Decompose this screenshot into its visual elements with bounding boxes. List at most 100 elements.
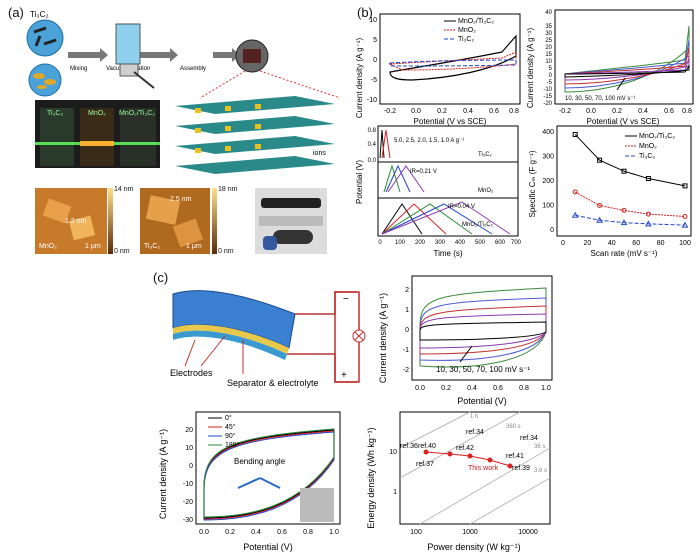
svg-text:-0.2: -0.2 bbox=[384, 108, 396, 115]
y-tick-label: 200 bbox=[542, 178, 554, 185]
svg-text:0.0: 0.0 bbox=[586, 108, 596, 115]
plot-frame bbox=[411, 275, 553, 381]
svg-text:0.8: 0.8 bbox=[519, 385, 529, 392]
cv-rates-plot: Current density (A g⁻¹) 40 35 30 25 20 1… bbox=[526, 9, 694, 126]
svg-text:-10: -10 bbox=[183, 481, 193, 488]
svg-text:0.8: 0.8 bbox=[682, 108, 692, 115]
gcd-plot: Potential (V) 0.8 0.4 0.0 5.0, 2.5, 2.0,… bbox=[355, 125, 522, 258]
svg-text:0.4: 0.4 bbox=[463, 108, 473, 115]
legend-label: MnO₂/Ti₃C₂ bbox=[639, 133, 675, 140]
svg-text:1 h: 1 h bbox=[470, 414, 478, 420]
svg-text:-2: -2 bbox=[403, 367, 409, 374]
panel-a-letter: (a) bbox=[8, 5, 24, 20]
device-cv-ylabel: Current density (A g⁻¹) bbox=[378, 293, 388, 383]
data-point bbox=[682, 183, 688, 189]
svg-text:36 s: 36 s bbox=[534, 444, 545, 450]
minus-terminal: − bbox=[343, 294, 349, 305]
svg-text:100: 100 bbox=[410, 529, 422, 536]
legend-label: Ti₃C₂ bbox=[639, 153, 655, 160]
series-line bbox=[574, 191, 686, 218]
svg-text:ref.41: ref.41 bbox=[506, 453, 524, 460]
svg-text:0.6: 0.6 bbox=[277, 529, 287, 536]
ions-label: ions bbox=[313, 150, 326, 157]
svg-text:-5: -5 bbox=[547, 80, 553, 86]
svg-text:-15: -15 bbox=[543, 94, 552, 100]
bending-xlabel: Potential (V) bbox=[243, 542, 293, 552]
cv-curve-ti3c2 bbox=[389, 59, 517, 67]
svg-text:400: 400 bbox=[455, 240, 466, 246]
svg-text:0.8: 0.8 bbox=[303, 529, 313, 536]
gcd-xlabel: Time (s) bbox=[433, 249, 462, 258]
plot-frame bbox=[556, 125, 692, 237]
svg-text:MnO₂/Ti₃C₂: MnO₂/Ti₃C₂ bbox=[462, 222, 494, 228]
svg-text:0: 0 bbox=[378, 240, 382, 246]
svg-text:-20: -20 bbox=[543, 101, 552, 107]
capacitance-ylabel: Specific Cₘ (F g⁻¹) bbox=[528, 150, 537, 217]
svg-text:0.4: 0.4 bbox=[368, 142, 377, 148]
ragone-ylabel: Energy density (Wh kg⁻¹) bbox=[366, 427, 376, 528]
step-mixing: Mixing bbox=[70, 66, 87, 72]
svg-text:10: 10 bbox=[545, 59, 552, 65]
svg-text:-1: -1 bbox=[403, 347, 409, 354]
svg-text:180°: 180° bbox=[225, 441, 240, 449]
afm-ti3c2-image: 2.5 nm Ti₃C₂ 1 μm bbox=[140, 188, 210, 254]
svg-text:360 s: 360 s bbox=[506, 424, 521, 430]
svg-text:0: 0 bbox=[405, 327, 409, 334]
data-point bbox=[621, 207, 627, 213]
svg-text:200: 200 bbox=[415, 240, 426, 246]
cv-rates-ylabel: Current density (A g⁻¹) bbox=[526, 28, 535, 109]
ir-label: IR=0.21 V bbox=[410, 169, 437, 175]
data-point bbox=[571, 211, 579, 218]
cv-curve-mno2-ti3c2 bbox=[389, 34, 517, 81]
bending-photo bbox=[300, 488, 334, 522]
y-tick-label: 400 bbox=[542, 129, 554, 136]
svg-text:0.2: 0.2 bbox=[612, 108, 622, 115]
svg-text:5: 5 bbox=[373, 37, 377, 44]
svg-text:-10: -10 bbox=[367, 97, 377, 104]
svg-text:1.0: 1.0 bbox=[329, 529, 339, 536]
svg-text:0.8: 0.8 bbox=[368, 128, 377, 134]
svg-text:ref.36: ref.36 bbox=[400, 443, 418, 450]
svg-text:35: 35 bbox=[545, 24, 552, 30]
ragone-xlabel: Power density (W kg⁻¹) bbox=[427, 542, 520, 552]
y-tick-label: 100 bbox=[542, 203, 554, 210]
data-point bbox=[645, 220, 652, 227]
plot-frame bbox=[195, 411, 341, 525]
gcd-rates: 5.0, 2.5, 2.0, 1.5, 1.0 A g⁻¹ bbox=[394, 138, 464, 144]
svg-text:ref.42: ref.42 bbox=[456, 445, 474, 452]
svg-text:20: 20 bbox=[545, 45, 552, 51]
series-line bbox=[575, 214, 686, 226]
data-point bbox=[681, 221, 689, 228]
device-schematic: − + Electrodes Separator & electrolyte bbox=[170, 290, 366, 388]
x-tick-label: 100 bbox=[679, 240, 691, 247]
ir-label: IR=0.04 V bbox=[448, 204, 475, 210]
svg-text:0.0: 0.0 bbox=[199, 529, 209, 536]
svg-text:MnO₂: MnO₂ bbox=[478, 188, 494, 194]
x-tick-label: 40 bbox=[608, 240, 616, 247]
device-cv-rates-plot: Current density (A g⁻¹) 2 1 0 -1 -2 10, … bbox=[378, 275, 553, 406]
cv-compare-ylabel: Current density (A g⁻¹) bbox=[355, 38, 364, 119]
svg-text:0.6: 0.6 bbox=[664, 108, 674, 115]
svg-text:0.4: 0.4 bbox=[251, 529, 261, 536]
vial-label-1: Ti₃C₂ bbox=[47, 110, 64, 117]
y-tick-label: 0 bbox=[550, 227, 554, 234]
svg-text:500: 500 bbox=[475, 240, 486, 246]
plus-terminal: + bbox=[341, 370, 347, 381]
mno2-flake-icon bbox=[28, 63, 62, 97]
svg-text:15: 15 bbox=[545, 52, 552, 58]
this-work-label: This work bbox=[468, 465, 498, 472]
svg-text:1: 1 bbox=[393, 489, 397, 496]
cv-compare-plot: Current density (A g⁻¹) 10 5 0 -5 -10 -0… bbox=[355, 13, 521, 126]
svg-text:1000: 1000 bbox=[462, 529, 478, 536]
svg-text:10: 10 bbox=[185, 445, 193, 452]
svg-text:-20: -20 bbox=[183, 499, 193, 506]
svg-text:45°: 45° bbox=[225, 423, 236, 431]
x-tick-label: 80 bbox=[657, 240, 665, 247]
schematic-ti3c2-label: Ti₃C₂ bbox=[30, 10, 49, 19]
svg-text:1.0: 1.0 bbox=[541, 385, 551, 392]
vials-photo: Ti₃C₂ MnO₂ MnO₂/Ti₃C₂ bbox=[35, 100, 160, 168]
svg-text:-5: -5 bbox=[371, 77, 377, 84]
arrow-icon bbox=[68, 48, 108, 62]
svg-text:0: 0 bbox=[373, 57, 377, 64]
svg-text:ref.34: ref.34 bbox=[466, 429, 484, 436]
